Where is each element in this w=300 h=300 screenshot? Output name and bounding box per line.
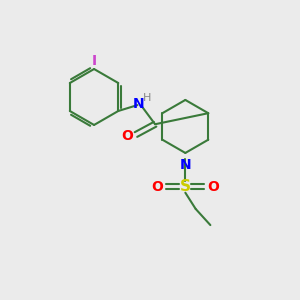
Text: N: N (179, 158, 191, 172)
Text: N: N (133, 97, 145, 111)
Text: O: O (207, 180, 219, 194)
Text: H: H (143, 93, 151, 103)
Text: I: I (92, 54, 97, 68)
Text: O: O (152, 180, 163, 194)
Text: S: S (180, 179, 191, 194)
Text: O: O (122, 129, 134, 143)
